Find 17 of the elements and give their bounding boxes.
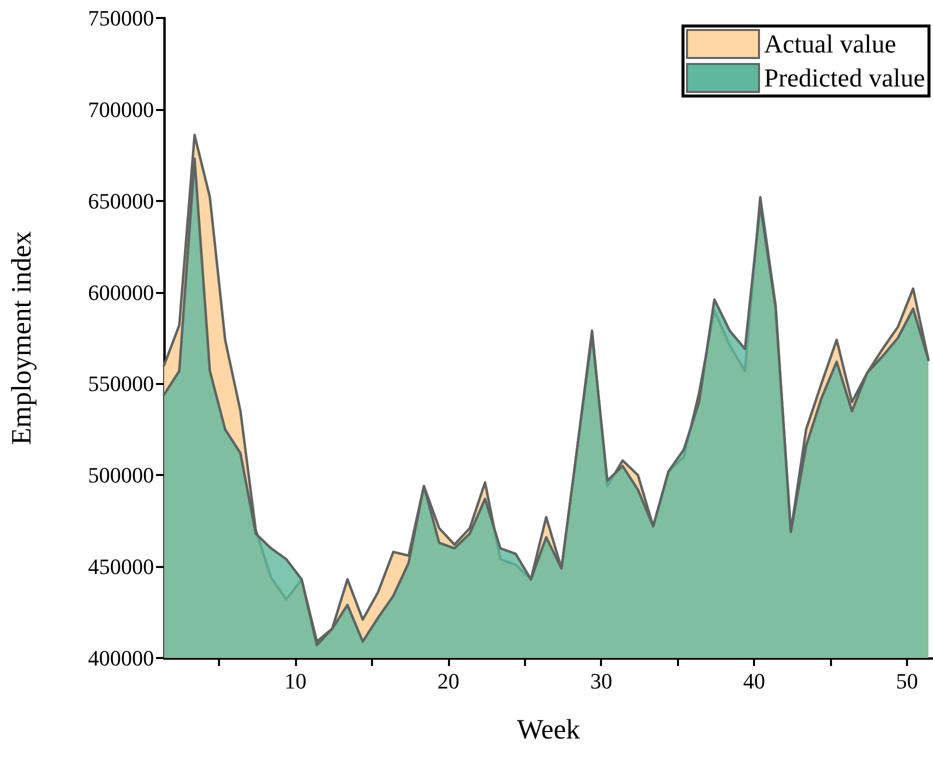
x-tick-label: 40 [743, 668, 766, 694]
y-tick-label: 400000 [88, 646, 154, 670]
legend-label: Actual value [764, 30, 896, 58]
y-tick-label: 450000 [88, 554, 154, 580]
x-tick-label: 10 [284, 668, 306, 694]
y-tick-label: 500000 [88, 462, 154, 488]
y-tick-label: 600000 [88, 280, 154, 305]
y-tick-label: 700000 [88, 96, 154, 122]
legend-label: Predicted value [764, 64, 926, 92]
y-tick-label: 750000 [88, 6, 154, 30]
x-tick-label: 50 [896, 668, 918, 694]
x-tick-label: 30 [590, 668, 612, 694]
y-tick-label: 550000 [88, 371, 154, 396]
x-axis-title: Week [516, 714, 580, 746]
x-tick-label: 20 [437, 668, 460, 694]
y-axis-title: Employment index [6, 231, 38, 445]
y-tick-label: 650000 [88, 188, 154, 214]
